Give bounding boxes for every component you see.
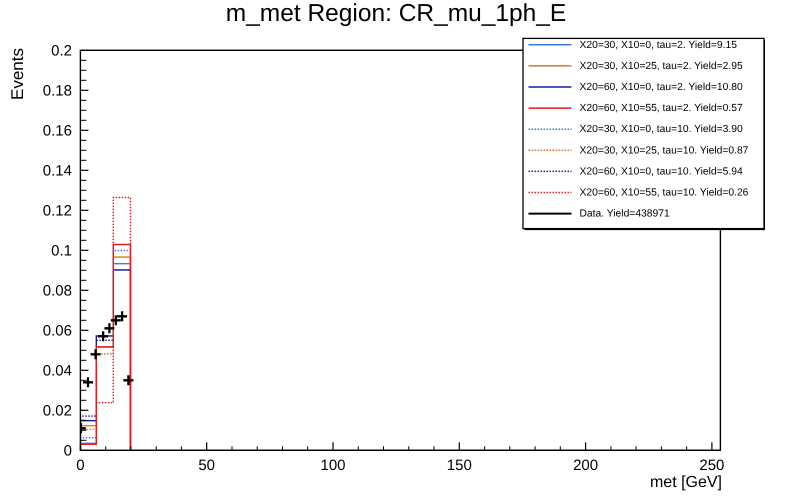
svg-text:0: 0 (64, 443, 72, 460)
svg-text:X20=30, X10=0, tau=2. Yield=9.: X20=30, X10=0, tau=2. Yield=9.15 (580, 40, 738, 51)
svg-text:0.2: 0.2 (51, 43, 72, 60)
svg-text:Events: Events (8, 48, 27, 100)
svg-text:X20=60, X10=55, tau=2. Yield=0: X20=60, X10=55, tau=2. Yield=0.57 (580, 103, 743, 114)
svg-text:0.08: 0.08 (43, 283, 72, 300)
svg-text:X20=30, X10=0, tau=10. Yield=3: X20=30, X10=0, tau=10. Yield=3.90 (580, 124, 743, 135)
svg-text:X20=30, X10=25, tau=10. Yield=: X20=30, X10=25, tau=10. Yield=0.87 (580, 145, 749, 156)
svg-text:X20=60, X10=0, tau=10. Yield=5: X20=60, X10=0, tau=10. Yield=5.94 (580, 166, 743, 177)
svg-text:0.14: 0.14 (43, 163, 72, 180)
svg-text:X20=60, X10=0, tau=2. Yield=10: X20=60, X10=0, tau=2. Yield=10.80 (580, 82, 743, 93)
svg-text:X20=60, X10=55, tau=10. Yield=: X20=60, X10=55, tau=10. Yield=0.26 (580, 188, 749, 199)
svg-text:0: 0 (76, 457, 84, 474)
svg-text:0.16: 0.16 (43, 123, 72, 140)
svg-text:0.06: 0.06 (43, 323, 72, 340)
svg-text:250: 250 (699, 457, 724, 474)
svg-text:0.12: 0.12 (43, 203, 72, 220)
svg-text:50: 50 (198, 457, 215, 474)
svg-text:met [GeV]: met [GeV] (650, 474, 722, 491)
svg-text:0.02: 0.02 (43, 403, 72, 420)
svg-text:100: 100 (320, 457, 345, 474)
svg-text:150: 150 (447, 457, 472, 474)
svg-text:Data. Yield=438971: Data. Yield=438971 (580, 209, 670, 220)
svg-text:0.18: 0.18 (43, 83, 72, 100)
svg-text:X20=30, X10=25, tau=2. Yield=2: X20=30, X10=25, tau=2. Yield=2.95 (580, 61, 743, 72)
svg-text:m_met Region: CR_mu_1ph_E: m_met Region: CR_mu_1ph_E (226, 0, 566, 27)
svg-text:0.1: 0.1 (51, 243, 72, 260)
svg-text:0.04: 0.04 (43, 363, 72, 380)
svg-text:200: 200 (573, 457, 598, 474)
